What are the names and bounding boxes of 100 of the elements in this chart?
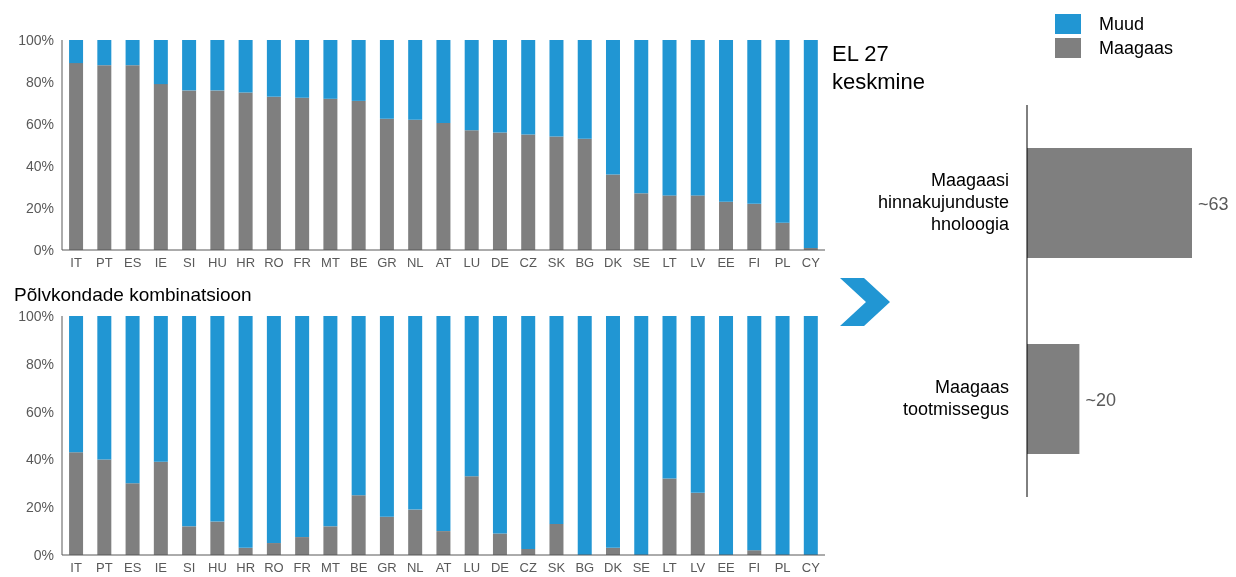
bar xyxy=(775,316,790,555)
bar xyxy=(464,476,479,555)
bar xyxy=(323,40,338,99)
bar xyxy=(803,40,818,248)
bar xyxy=(379,516,394,555)
bar xyxy=(323,316,338,527)
bar xyxy=(719,201,734,250)
bar xyxy=(492,40,507,133)
x-tick-label: CY xyxy=(801,255,821,271)
bar xyxy=(238,40,253,93)
bar xyxy=(605,316,620,548)
x-tick-label: SK xyxy=(547,255,566,271)
x-tick-label: IE xyxy=(154,255,168,271)
bar xyxy=(577,316,592,555)
y-tick-label: 100% xyxy=(18,307,54,324)
x-tick-label: CZ xyxy=(519,255,537,271)
y-tick-label: 0% xyxy=(33,546,54,563)
y-tick-label: 60% xyxy=(25,403,54,420)
bar xyxy=(492,316,507,534)
bar xyxy=(210,40,225,91)
bar xyxy=(238,316,253,548)
x-tick-label: DK xyxy=(604,560,623,576)
x-tick-label: DE xyxy=(490,560,510,576)
x-tick-label: BE xyxy=(350,255,368,271)
y-tick-label: 0% xyxy=(33,241,54,258)
x-tick-label: RO xyxy=(264,255,284,271)
y-tick-label: 100% xyxy=(18,31,54,48)
chart-title: Põlvkondade kombinatsioon xyxy=(14,284,252,306)
bar xyxy=(634,316,649,555)
y-tick-label: 40% xyxy=(25,157,54,174)
bar xyxy=(97,65,112,250)
x-tick-label: DK xyxy=(604,255,623,271)
x-tick-label: SE xyxy=(632,560,651,576)
x-tick-label: ES xyxy=(123,255,142,271)
x-tick-label: SI xyxy=(183,255,196,271)
bar xyxy=(125,65,140,250)
bar xyxy=(323,98,338,250)
x-tick-label: DE xyxy=(490,255,510,271)
bar xyxy=(295,40,310,98)
x-tick-label: FI xyxy=(748,255,761,271)
bar xyxy=(210,90,225,250)
y-tick-label: 80% xyxy=(25,355,54,372)
bar xyxy=(690,492,705,555)
bar xyxy=(408,119,423,250)
bar xyxy=(577,138,592,250)
bar xyxy=(125,316,140,484)
x-tick-label: AT xyxy=(435,255,452,271)
bar xyxy=(408,509,423,555)
bar xyxy=(182,316,197,527)
bar xyxy=(153,316,168,462)
bar xyxy=(719,316,734,555)
bar xyxy=(662,478,677,555)
x-tick-label: MT xyxy=(321,255,340,271)
x-tick-label: FR xyxy=(293,560,311,576)
y-tick-label: 20% xyxy=(25,199,54,216)
bar xyxy=(351,495,366,555)
x-tick-label: IE xyxy=(154,560,168,576)
bar xyxy=(803,316,818,555)
bar xyxy=(295,97,310,250)
x-tick-label: HR xyxy=(236,560,256,576)
x-tick-label: HR xyxy=(236,255,256,271)
bar xyxy=(266,543,281,555)
bar xyxy=(662,195,677,250)
bar xyxy=(747,40,762,204)
legend-label: Muud xyxy=(1099,13,1145,35)
x-tick-label: CZ xyxy=(519,560,537,576)
bar xyxy=(379,118,394,250)
x-tick-label: NL xyxy=(406,255,424,271)
y-tick-label: 60% xyxy=(25,115,54,132)
bar xyxy=(125,40,140,66)
bar xyxy=(97,40,112,66)
y-tick-label: Maagaas tootmissegus xyxy=(902,376,1009,419)
bar xyxy=(295,316,310,538)
bar xyxy=(153,461,168,555)
bar xyxy=(549,136,564,250)
bar xyxy=(605,40,620,175)
bar xyxy=(182,90,197,250)
x-tick-label: IT xyxy=(70,560,82,576)
x-tick-label: BG xyxy=(575,255,595,271)
x-tick-label: LU xyxy=(463,255,481,271)
bar xyxy=(690,195,705,250)
x-tick-label: LV xyxy=(690,255,706,271)
x-tick-label: PL xyxy=(774,255,791,271)
bar xyxy=(634,193,649,250)
bar xyxy=(436,40,451,123)
bar xyxy=(436,316,451,532)
x-tick-label: EE xyxy=(717,560,736,576)
x-tick-label: PT xyxy=(96,255,113,271)
bar xyxy=(690,316,705,493)
bar xyxy=(492,132,507,250)
text: EL 27 keskmine xyxy=(832,40,926,96)
bar xyxy=(521,40,536,135)
x-tick-label: FR xyxy=(293,255,311,271)
bar xyxy=(719,40,734,202)
bar xyxy=(379,40,394,119)
bar xyxy=(662,40,677,196)
bar xyxy=(662,316,677,479)
legend-label: Maagaas xyxy=(1099,37,1174,59)
x-tick-label: CY xyxy=(801,560,821,576)
data-label: ~20 xyxy=(1085,389,1116,410)
